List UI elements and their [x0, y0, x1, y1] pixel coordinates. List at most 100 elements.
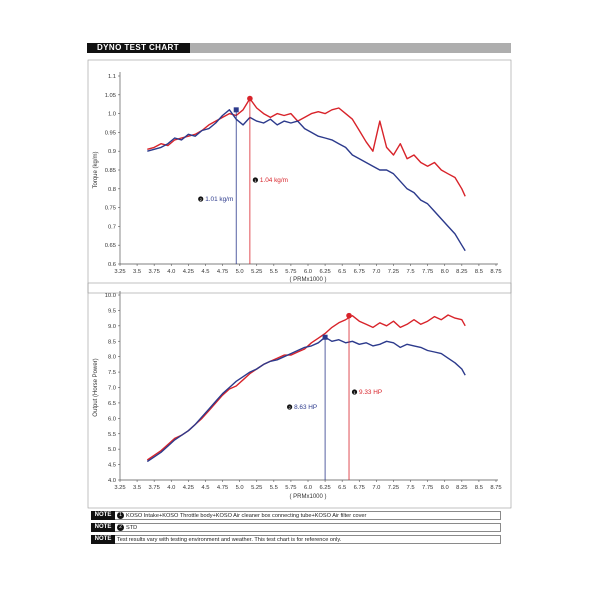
note-number-badge: 1	[117, 512, 124, 519]
x-tick-label: 5.0	[236, 269, 244, 275]
y-tick-label: 7.5	[108, 370, 116, 376]
x-axis-label: ( PRMx1000 )	[289, 494, 326, 500]
note-text: Test results vary with testing environme…	[117, 536, 342, 543]
x-tick-label: 7.75	[422, 485, 433, 491]
x-tick-label: 4.25	[183, 485, 194, 491]
y-axis-label: Torque (kg/m)	[93, 151, 99, 188]
note-text: STD	[126, 524, 138, 531]
peak-number-badge	[198, 196, 204, 202]
peak-number-badge	[252, 177, 258, 183]
y-tick-label: 1.05	[105, 93, 116, 99]
x-tick-label: 7.0	[372, 485, 380, 491]
y-tick-label: 6.0	[108, 416, 116, 422]
peak-number: 1	[254, 178, 257, 183]
x-tick-label: 7.75	[422, 269, 433, 275]
x-tick-label: 4.5	[201, 269, 209, 275]
y-tick-label: 5.0	[108, 447, 116, 453]
y-tick-label: 0.95	[105, 130, 116, 136]
peak-marker	[322, 334, 328, 340]
x-tick-label: 5.25	[251, 485, 262, 491]
y-tick-label: 9.0	[108, 324, 116, 330]
x-tick-label: 4.25	[183, 269, 194, 275]
x-tick-label: 4.75	[217, 485, 228, 491]
x-tick-label: 5.25	[251, 269, 262, 275]
note-row-1: NOTE 1 KOSO Intake+KOSO Throttle body+KO…	[91, 511, 501, 520]
peak-marker	[233, 107, 239, 113]
x-tick-label: 3.25	[114, 269, 125, 275]
x-tick-label: 3.5	[133, 269, 141, 275]
y-tick-label: 0.9	[108, 149, 116, 155]
notes-section: NOTE 1 KOSO Intake+KOSO Throttle body+KO…	[91, 511, 501, 547]
x-tick-label: 3.75	[149, 269, 160, 275]
x-tick-label: 4.75	[217, 269, 228, 275]
peak-value-label: 8.63 HP	[294, 404, 317, 411]
note-text: KOSO Intake+KOSO Throttle body+KOSO Air …	[126, 512, 367, 519]
peak-value-label: 1.01 kg/m	[205, 196, 233, 203]
note-number-badge: 2	[117, 524, 124, 531]
note-row-3: NOTE Test results vary with testing envi…	[91, 535, 501, 544]
x-tick-label: 8.75	[490, 269, 501, 275]
y-tick-label: 5.5	[108, 432, 116, 438]
x-tick-label: 6.75	[354, 485, 365, 491]
torque-chart-frame	[87, 59, 512, 294]
y-tick-label: 4.0	[108, 478, 116, 484]
x-tick-label: 6.5	[338, 485, 346, 491]
x-tick-label: 8.0	[441, 485, 449, 491]
x-tick-label: 8.0	[441, 269, 449, 275]
y-tick-label: 4.5	[108, 463, 116, 469]
x-tick-label: 5.75	[285, 485, 296, 491]
peak-value-label: 9.33 HP	[359, 389, 382, 396]
y-tick-label: 8.5	[108, 339, 116, 345]
x-tick-label: 3.75	[149, 485, 160, 491]
x-tick-label: 5.5	[270, 485, 278, 491]
power-chart-frame	[87, 282, 512, 509]
y-tick-label: 0.6	[108, 262, 116, 268]
x-tick-label: 4.0	[167, 269, 175, 275]
x-tick-label: 7.0	[372, 269, 380, 275]
peak-number: 2	[200, 197, 203, 202]
x-tick-label: 8.25	[456, 269, 467, 275]
note-tag: NOTE	[91, 511, 115, 520]
y-tick-label: 10.0	[105, 293, 116, 299]
x-tick-label: 5.75	[285, 269, 296, 275]
y-tick-label: 0.85	[105, 168, 116, 174]
note-row-2: NOTE 2 STD	[91, 523, 501, 532]
peak-number: 2	[288, 405, 291, 410]
peak-marker	[247, 95, 253, 102]
y-tick-label: 0.7	[108, 224, 116, 230]
x-tick-label: 8.25	[456, 485, 467, 491]
y-axis-label: Output (Horse Power)	[93, 358, 99, 416]
peak-number: 1	[353, 390, 356, 395]
series-line-red	[147, 97, 466, 197]
series-line-blue	[146, 336, 466, 463]
y-tick-label: 0.75	[105, 206, 116, 212]
y-tick-label: 1.1	[108, 74, 116, 80]
x-tick-label: 4.5	[201, 485, 209, 491]
series-line-blue	[147, 109, 466, 252]
y-tick-label: 0.65	[105, 243, 116, 249]
x-tick-label: 7.25	[388, 269, 399, 275]
x-tick-label: 6.25	[319, 485, 330, 491]
x-tick-label: 4.0	[167, 485, 175, 491]
y-tick-label: 0.8	[108, 187, 116, 193]
x-axis-label: ( PRMx1000 )	[289, 277, 326, 283]
x-tick-label: 8.75	[490, 485, 501, 491]
y-tick-label: 7.0	[108, 386, 116, 392]
y-tick-label: 1.0	[108, 112, 116, 118]
x-tick-label: 7.5	[407, 485, 415, 491]
y-tick-label: 6.5	[108, 401, 116, 407]
peak-value-label: 1.04 kg/m	[260, 177, 288, 184]
x-tick-label: 6.0	[304, 485, 312, 491]
peak-number-badge	[286, 404, 293, 410]
series-line-red	[146, 314, 466, 461]
x-tick-label: 3.5	[133, 485, 141, 491]
x-tick-label: 7.5	[407, 269, 415, 275]
power-chart: 4.0 4.5 5.0 5.5 6.0 6.5 7.0 7.5 8.0 8.5 9.0 9.5 10.0…	[93, 291, 502, 500]
y-tick-label: 9.5	[108, 308, 116, 314]
header-bar: DYNO TEST CHART	[87, 43, 511, 53]
peak-marker	[346, 312, 352, 319]
x-tick-label: 6.75	[354, 269, 365, 275]
x-tick-label: 8.5	[475, 485, 483, 491]
y-tick-label: 8.0	[108, 355, 116, 361]
